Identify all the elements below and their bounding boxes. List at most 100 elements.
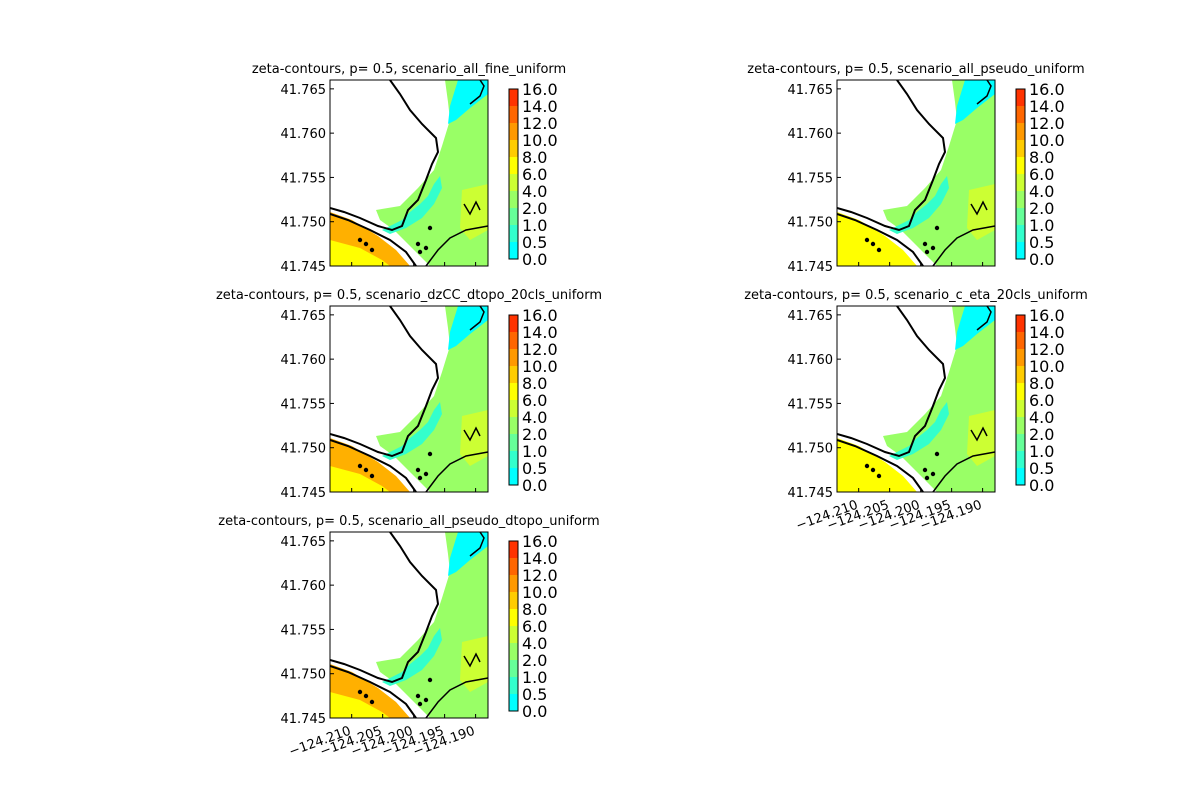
colorbar-segment <box>509 643 518 660</box>
colorbar-segment <box>509 417 518 434</box>
map-area <box>837 80 996 267</box>
colorbar-segment <box>509 332 518 349</box>
shoreline-contour <box>330 306 440 458</box>
island-marker <box>415 467 421 473</box>
colorbar-tick-label: 2.0 <box>522 651 547 670</box>
island-marker <box>876 247 882 253</box>
north-contour <box>469 532 485 557</box>
y-tick-label: 41.745 <box>788 486 834 501</box>
channel-contour <box>330 439 417 493</box>
map-area <box>330 532 489 719</box>
island-marker <box>369 699 375 705</box>
colorbar-segment <box>1016 451 1025 468</box>
y-tick-label: 41.745 <box>281 486 327 501</box>
colorbar-tick-label: 2.0 <box>1029 199 1054 218</box>
y-tick-label: 41.765 <box>281 309 327 324</box>
colorbar-tick-label: 0.5 <box>522 685 547 704</box>
colorbar-segment <box>509 468 518 485</box>
colorbar-tick-label: 2.0 <box>522 199 547 218</box>
y-tick-label: 41.765 <box>788 309 834 324</box>
colorbar-tick-label: 14.0 <box>522 323 558 342</box>
colorbar-tick-label: 14.0 <box>1029 323 1065 342</box>
colorbar-tick-label: 0.5 <box>1029 233 1054 252</box>
colorbar-segment <box>509 626 518 643</box>
colorbar-tick-label: 12.0 <box>522 114 558 133</box>
island-marker <box>417 249 423 255</box>
y-tick-label: 41.750 <box>788 442 834 457</box>
shoreline-contour <box>330 532 440 684</box>
colorbar-segment <box>1016 366 1025 383</box>
zeta-fill-0-0.5 <box>448 80 488 124</box>
colorbar-segment <box>1016 315 1025 332</box>
y-tick-label: 41.755 <box>281 171 327 186</box>
island-marker <box>423 471 429 477</box>
colorbar-tick-label: 10.0 <box>1029 131 1065 150</box>
colorbar: 0.00.51.02.04.06.08.010.012.014.016.0 <box>1015 306 1065 495</box>
island-marker <box>423 697 429 703</box>
colorbar-tick-label: 0.5 <box>1029 459 1054 478</box>
north-contour <box>976 80 992 105</box>
channel-contour <box>837 213 924 267</box>
creek-contour <box>463 652 481 668</box>
island-marker <box>417 475 423 481</box>
island-marker <box>922 241 928 247</box>
colorbar-segment <box>1016 174 1025 191</box>
colorbar-segment <box>1016 89 1025 106</box>
island-marker <box>870 467 876 473</box>
north-contour <box>469 80 485 105</box>
colorbar-tick-label: 16.0 <box>522 80 558 99</box>
colorbar-segment <box>509 123 518 140</box>
colorbar-tick-label: 4.0 <box>522 408 547 427</box>
colorbar-segment <box>1016 242 1025 259</box>
y-tick-label: 41.745 <box>281 712 327 727</box>
panel-title: zeta-contours, p= 0.5, scenario_all_fine… <box>252 62 566 77</box>
colorbar-segment <box>509 349 518 366</box>
island-marker <box>876 473 882 479</box>
colorbar-segment <box>509 191 518 208</box>
island-marker <box>357 689 363 695</box>
colorbar-tick-label: 8.0 <box>522 374 547 393</box>
colorbar-segment <box>1016 157 1025 174</box>
axes-frame <box>836 79 996 267</box>
map-area <box>837 306 996 493</box>
colorbar-tick-label: 2.0 <box>1029 425 1054 444</box>
colorbar-frame <box>508 88 519 260</box>
colorbar-segment <box>1016 123 1025 140</box>
colorbar-tick-label: 4.0 <box>522 182 547 201</box>
south-contour <box>425 225 489 267</box>
island-marker <box>415 693 421 699</box>
island-marker <box>415 241 421 247</box>
y-tick-label: 41.745 <box>281 260 327 275</box>
zeta-fill-0-0.5 <box>448 532 488 576</box>
colorbar: 0.00.51.02.04.06.08.010.012.014.016.0 <box>508 532 558 721</box>
colorbar-segment <box>509 106 518 123</box>
colorbar-segment <box>509 174 518 191</box>
map-area <box>330 306 489 493</box>
colorbar-tick-label: 0.0 <box>522 250 547 269</box>
x-tick-label: −124.190 <box>411 724 477 760</box>
panel-3: zeta-contours, p= 0.5, scenario_dzCC_dto… <box>216 288 602 501</box>
panel-title: zeta-contours, p= 0.5, scenario_all_pseu… <box>218 514 599 529</box>
creek-contour <box>463 200 481 216</box>
colorbar-tick-label: 6.0 <box>522 391 547 410</box>
colorbar-segment <box>509 434 518 451</box>
colorbar-tick-label: 6.0 <box>522 165 547 184</box>
island-marker <box>363 467 369 473</box>
colorbar-tick-label: 12.0 <box>1029 114 1065 133</box>
colorbar-segment <box>509 558 518 575</box>
colorbar-segment <box>1016 468 1025 485</box>
colorbar-frame <box>508 540 519 712</box>
colorbar-segment <box>1016 434 1025 451</box>
y-tick-label: 41.765 <box>281 83 327 98</box>
zeta-fill-6-8 <box>330 240 390 266</box>
zeta-fill-0-0.5 <box>955 80 995 124</box>
island-marker <box>427 225 433 231</box>
island-marker <box>924 249 930 255</box>
island-marker <box>423 245 429 251</box>
colorbar-segment <box>509 575 518 592</box>
colorbar-tick-label: 0.0 <box>522 476 547 495</box>
island-marker <box>864 463 870 469</box>
colorbar-tick-label: 8.0 <box>522 600 547 619</box>
shoreline-contour <box>330 80 440 232</box>
